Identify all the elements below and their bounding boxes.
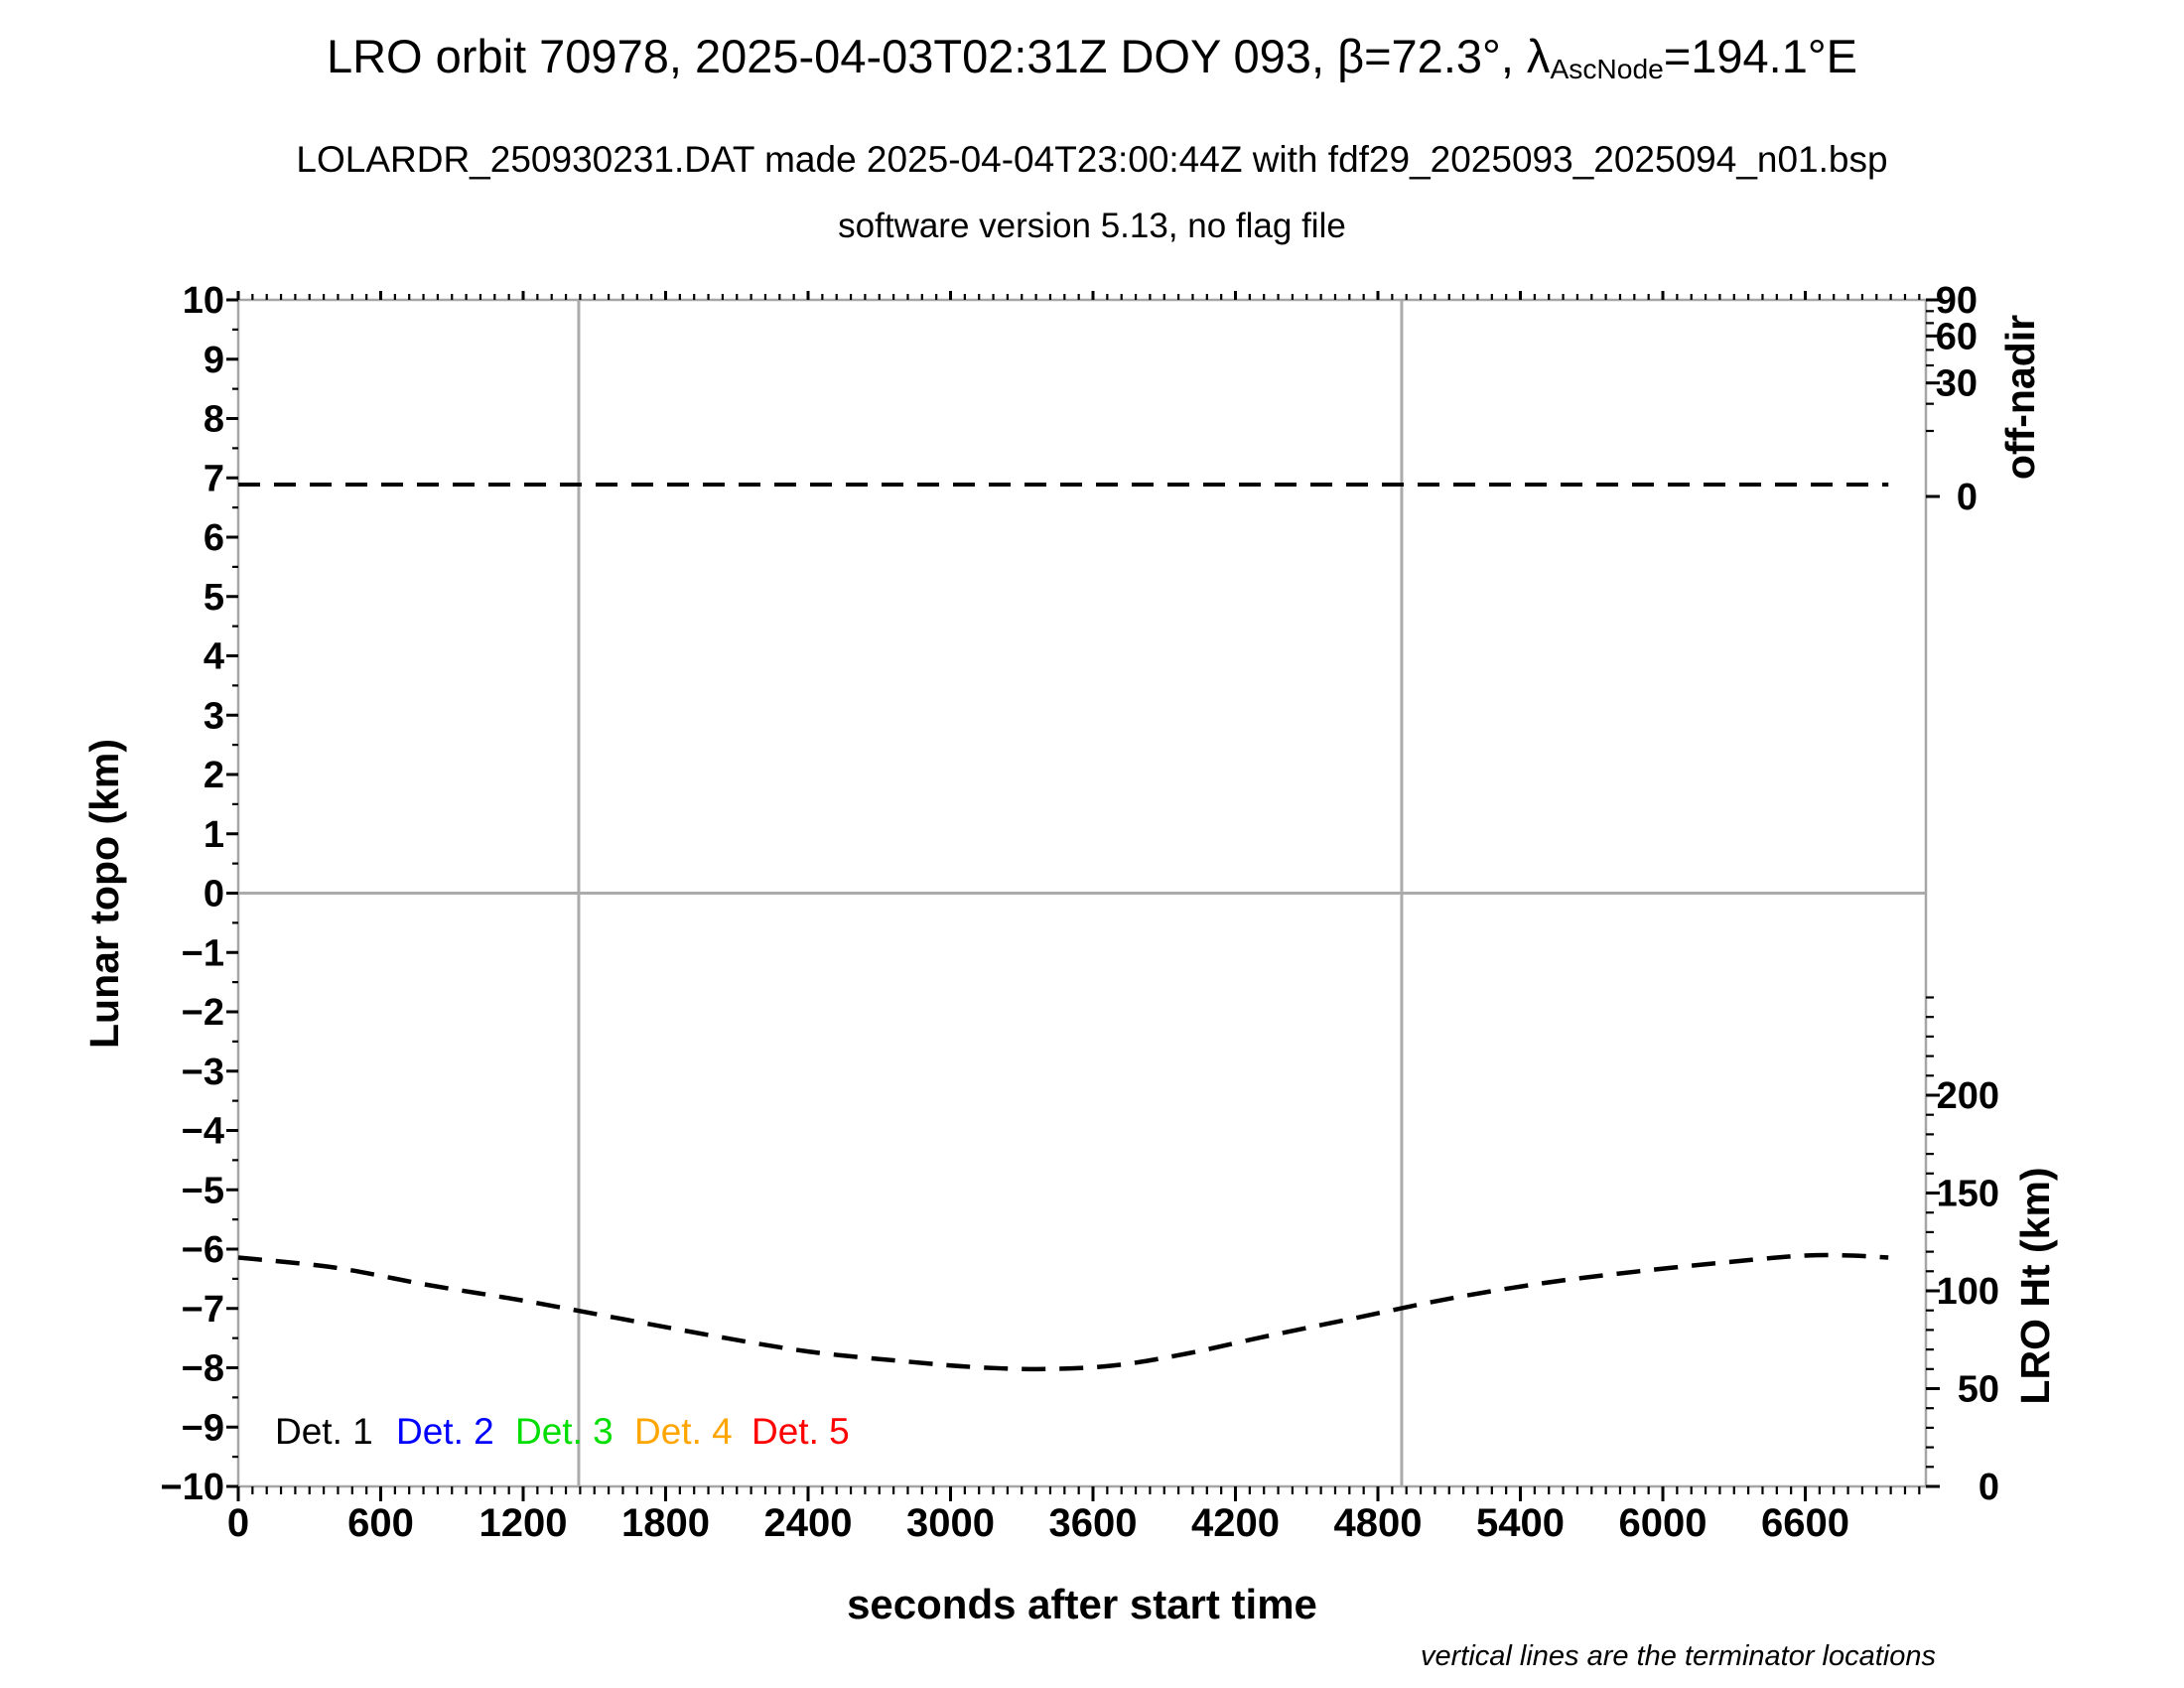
off-nadir-tick-label: 30: [1936, 363, 1978, 405]
off-nadir-tick-label: 0: [1957, 477, 1978, 518]
x-tick-label: 1800: [621, 1501, 710, 1545]
left-tick-label: −10: [161, 1467, 224, 1508]
left-tick-label: −1: [182, 932, 224, 974]
x-tick-label: 3600: [1049, 1501, 1138, 1545]
left-tick-label: 6: [204, 517, 224, 559]
lro-ht-tick-label: 50: [1958, 1369, 1999, 1411]
title-main: LRO orbit 70978, 2025-04-03T02:31Z DOY 0…: [326, 30, 1551, 82]
left-tick-label: 9: [204, 340, 224, 381]
generated-chart-geometry: 0 600 1200 1800 2400 3000 3600 4200 4800 5400 6000…: [161, 280, 1999, 1545]
left-tick-label: 5: [204, 577, 224, 619]
title-subscript: AscNode: [1550, 53, 1664, 85]
x-tick-label: 3000: [906, 1501, 995, 1545]
plot-subtitle-filename: LOLARDR_250930231.DAT made 2025-04-04T23…: [296, 139, 1888, 180]
legend-item-det-3: Det. 3: [515, 1411, 614, 1452]
left-tick-label: 4: [204, 636, 224, 678]
off-nadir-tick-label: 60: [1936, 316, 1978, 357]
legend-item-det-5: Det. 5: [751, 1411, 850, 1452]
x-axis-label: seconds after start time: [847, 1581, 1317, 1627]
left-tick-label: 2: [204, 755, 224, 796]
left-axis-label: Lunar topo (km): [81, 739, 127, 1049]
left-tick-label: −9: [182, 1407, 224, 1449]
left-tick-label: 7: [204, 458, 224, 499]
left-tick-label: 0: [204, 874, 224, 915]
left-tick-label: 1: [204, 814, 224, 856]
left-tick-label: −4: [182, 1111, 224, 1153]
plot-title: LRO orbit 70978, 2025-04-03T02:31Z DOY 0…: [0, 30, 2184, 85]
legend-item-det-4: Det. 4: [634, 1411, 733, 1452]
legend-item-det-2: Det. 2: [396, 1411, 494, 1452]
title-suffix: =194.1°E: [1663, 30, 1858, 82]
x-tick-label: 4200: [1191, 1501, 1280, 1545]
lro-ht-tick-label: 150: [1937, 1174, 1999, 1215]
left-tick-label: −6: [182, 1229, 224, 1271]
left-tick-label: −8: [182, 1348, 224, 1390]
left-tick-label: −3: [182, 1052, 224, 1093]
x-tick-label: 5400: [1476, 1501, 1565, 1545]
left-tick-label: 8: [204, 399, 224, 441]
x-tick-label: 4800: [1334, 1501, 1423, 1545]
x-tick-label: 6000: [1619, 1501, 1707, 1545]
terminator-footnote: vertical lines are the terminator locati…: [1420, 1640, 1936, 1672]
x-tick-label: 2400: [764, 1501, 853, 1545]
lro-height-axis-label: LRO Ht (km): [2012, 1167, 2058, 1404]
plot-subtitle-software: software version 5.13, no flag file: [838, 207, 1346, 245]
left-tick-label: −5: [182, 1170, 224, 1211]
legend-item-det-1: Det. 1: [275, 1411, 373, 1452]
x-tick-label: 6600: [1761, 1501, 1849, 1545]
left-tick-label: −2: [182, 992, 224, 1034]
x-tick-label: 0: [227, 1501, 249, 1545]
left-tick-label: 10: [183, 280, 224, 322]
lro-ht-tick-label: 200: [1937, 1075, 1999, 1117]
off-nadir-tick-label: 90: [1936, 280, 1978, 322]
lro-ht-tick-label: 0: [1979, 1467, 1999, 1508]
left-tick-label: −7: [182, 1289, 224, 1331]
off-nadir-axis-label: off-nadir: [1997, 315, 2043, 480]
left-tick-label: 3: [204, 695, 224, 737]
x-tick-label: 600: [347, 1501, 414, 1545]
lro-ht-tick-label: 100: [1937, 1271, 1999, 1313]
x-tick-label: 1200: [479, 1501, 568, 1545]
lro-height-curve: [237, 1252, 1889, 1372]
